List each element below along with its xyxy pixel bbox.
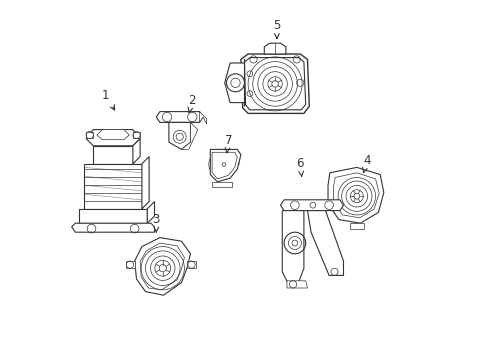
Polygon shape — [142, 157, 149, 209]
Polygon shape — [140, 243, 184, 290]
Text: 2: 2 — [188, 94, 196, 113]
Polygon shape — [186, 261, 196, 268]
Polygon shape — [134, 238, 190, 295]
Polygon shape — [86, 130, 140, 146]
Polygon shape — [286, 281, 307, 288]
Polygon shape — [93, 146, 133, 164]
Polygon shape — [244, 58, 305, 110]
Polygon shape — [349, 223, 363, 229]
Polygon shape — [72, 223, 154, 232]
Polygon shape — [307, 211, 343, 275]
Polygon shape — [212, 152, 237, 179]
Polygon shape — [97, 130, 129, 140]
Polygon shape — [264, 43, 285, 54]
Polygon shape — [224, 59, 244, 106]
Polygon shape — [333, 173, 378, 218]
Polygon shape — [210, 149, 241, 182]
Polygon shape — [280, 200, 343, 211]
Polygon shape — [147, 202, 154, 223]
Polygon shape — [133, 139, 140, 164]
Text: 7: 7 — [224, 134, 232, 153]
Polygon shape — [282, 211, 303, 283]
Text: 1: 1 — [102, 89, 114, 110]
Polygon shape — [199, 112, 206, 124]
Polygon shape — [181, 122, 197, 149]
Text: 6: 6 — [296, 157, 304, 176]
Text: 3: 3 — [152, 213, 160, 232]
Text: 5: 5 — [273, 19, 280, 39]
Polygon shape — [86, 132, 93, 138]
Polygon shape — [156, 112, 203, 122]
Polygon shape — [212, 182, 231, 187]
Polygon shape — [241, 54, 309, 113]
Text: 4: 4 — [362, 154, 370, 173]
Polygon shape — [84, 164, 142, 209]
Polygon shape — [125, 261, 134, 268]
Polygon shape — [79, 209, 147, 223]
Polygon shape — [327, 167, 383, 223]
Polygon shape — [168, 122, 190, 149]
Polygon shape — [133, 132, 140, 138]
